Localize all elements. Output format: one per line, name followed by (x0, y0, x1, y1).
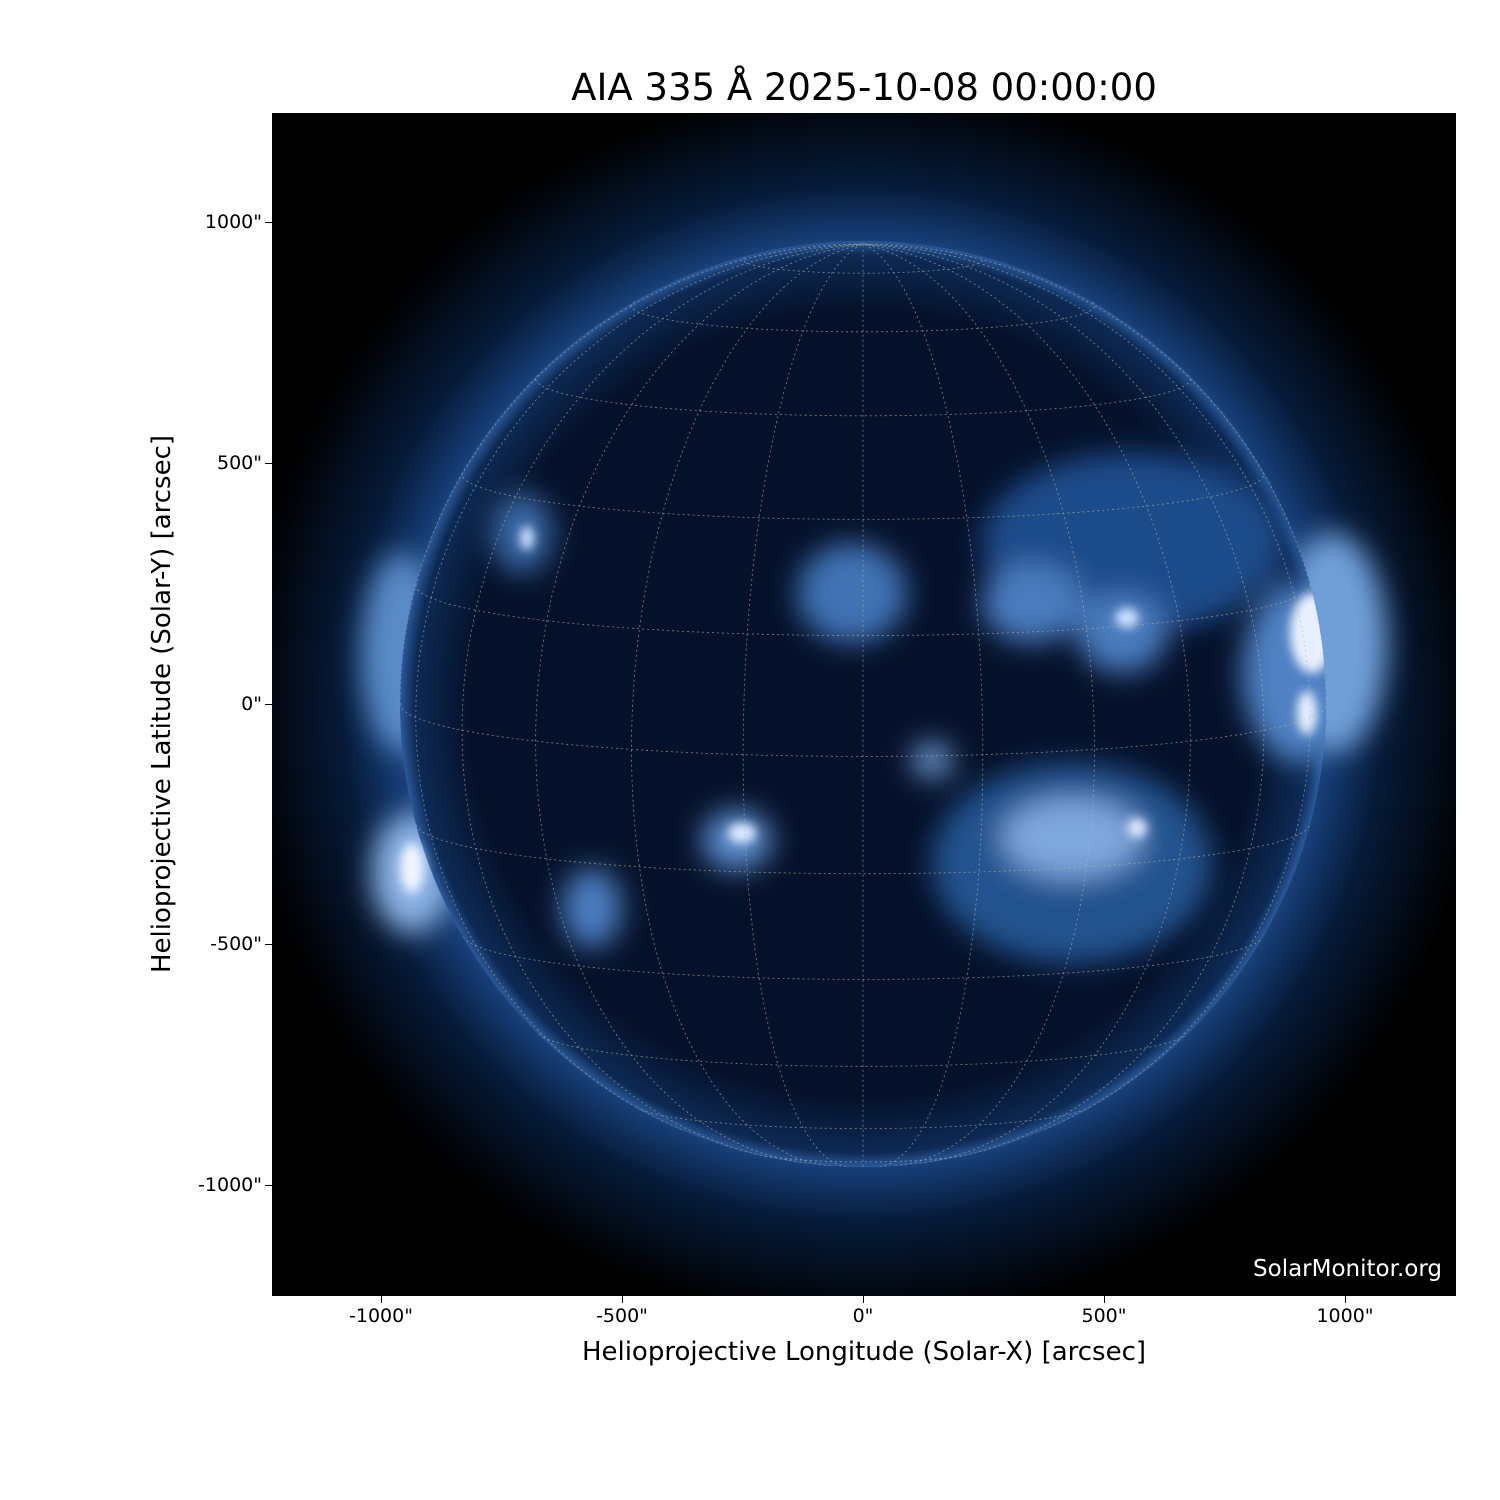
y-tick: 0" (241, 693, 262, 715)
x-tick: 1000" (1316, 1305, 1374, 1327)
parallel-line (636, 1107, 1090, 1129)
lat-lon-grid (400, 243, 1326, 1167)
meridian-line (415, 243, 864, 1131)
active-regions (492, 453, 1326, 963)
parallel-line (631, 300, 1095, 333)
y-tick: -500" (210, 933, 262, 955)
y-axis-label: Helioprojective Latitude (Solar-Y) [arcs… (147, 434, 177, 974)
x-tick: 500" (1081, 1305, 1127, 1327)
meridian-line (862, 243, 1265, 1158)
plot-title: AIA 335 Å 2025-10-08 00:00:00 (571, 66, 1157, 109)
y-tick: 1000" (204, 211, 262, 233)
x-tick: -500" (596, 1305, 648, 1327)
parallel-line (538, 1034, 1188, 1067)
meridian-line (461, 243, 864, 1158)
y-tick: -1000" (198, 1174, 262, 1196)
solar-image (272, 113, 1456, 1296)
x-tick: -1000" (349, 1305, 413, 1327)
x-axis-label: Helioprojective Longitude (Solar-X) [arc… (581, 1337, 1147, 1367)
parallel-line (755, 1153, 971, 1163)
meridian-line (862, 243, 1326, 705)
x-tick: 0" (852, 1305, 874, 1327)
meridian-line (535, 243, 864, 1164)
parallel-line (462, 936, 1264, 980)
parallel-line (415, 824, 1311, 875)
meridian-line (862, 243, 1191, 1164)
watermark: SolarMonitor.org (1253, 1256, 1442, 1282)
parallel-line (742, 256, 984, 274)
parallel-line (415, 584, 1311, 637)
meridian-line (862, 243, 1311, 1131)
parallel-line (461, 472, 1265, 520)
y-tick: 500" (216, 452, 262, 474)
